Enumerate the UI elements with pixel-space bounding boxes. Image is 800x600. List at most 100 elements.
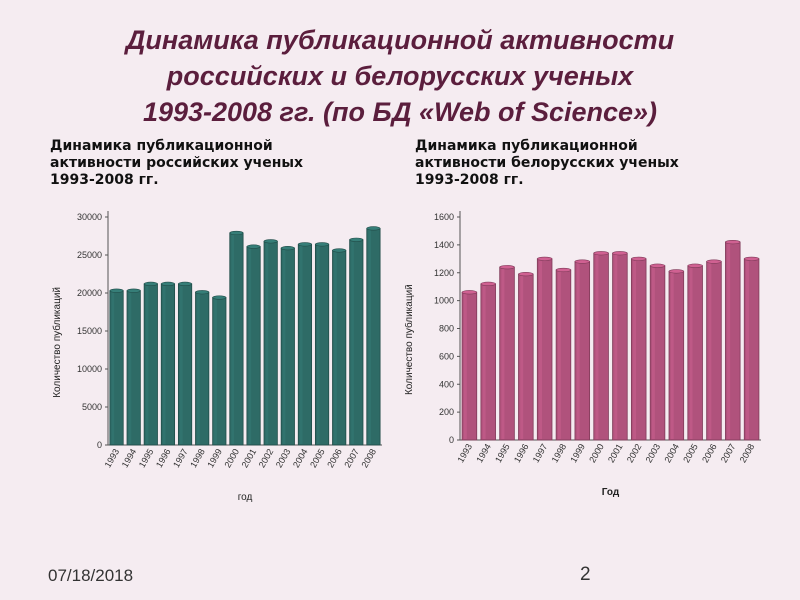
russia-bar-highlight — [334, 251, 337, 444]
russia-bar-highlight — [299, 245, 303, 444]
russia-bar-1997 — [177, 281, 193, 446]
belarus-y-tick-label: 800 — [439, 324, 454, 334]
belarus-x-tick-label: 1999 — [568, 442, 587, 464]
russia-bar-2000 — [229, 230, 244, 446]
belarus-bar-highlight — [633, 259, 637, 439]
belarus-y-axis-title: Количество публикаций — [405, 284, 415, 395]
slide-title: Динамика публикационной активности росси… — [0, 22, 800, 130]
russia-chart-caption: Динамика публикационной активности росси… — [50, 138, 380, 189]
russia-bar-highlight — [214, 298, 217, 444]
belarus-x-tick-label: 2005 — [681, 442, 700, 464]
belarus-bar-highlight — [576, 262, 580, 439]
belarus-bar-cap — [555, 267, 572, 273]
russia-bar-cap — [126, 288, 141, 293]
russia-x-tick-label: 1998 — [188, 447, 207, 469]
russia-x-tick-label: 2008 — [359, 447, 378, 469]
belarus-bar-1998 — [555, 267, 572, 441]
belarus-caption-line-3: 1993-2008 гг. — [415, 172, 524, 188]
belarus-x-tick-label: 1995 — [493, 442, 512, 464]
russia-bar-2005 — [314, 242, 330, 446]
belarus-x-tick-label: 1996 — [512, 442, 531, 464]
russia-y-tick-label: 30000 — [77, 212, 102, 222]
belarus-bar-highlight — [746, 259, 749, 439]
russia-y-tick-label: 15000 — [77, 326, 102, 336]
russia-x-tick-label: 1996 — [154, 447, 173, 469]
belarus-y-tick-label: 0 — [449, 435, 454, 445]
belarus-bar-2000 — [593, 251, 609, 441]
belarus-x-tick-label: 1993 — [455, 442, 474, 464]
belarus-bar-cap — [480, 281, 496, 286]
russia-x-tick-label: 1993 — [103, 447, 122, 469]
russia-x-axis-title: год — [238, 492, 253, 503]
belarus-x-tick-label: 1997 — [531, 442, 550, 464]
russia-x-tick-label: 2001 — [240, 447, 259, 469]
belarus-bar-highlight — [670, 272, 674, 439]
belarus-x-tick-label: 2008 — [738, 442, 757, 464]
russia-bar-highlight — [231, 233, 235, 444]
russia-x-tick-label: 1997 — [171, 447, 190, 469]
belarus-y-tick-label: 1200 — [434, 268, 454, 278]
slide-title-line-3: 1993-2008 гг. (по БД «Web of Science») — [142, 97, 658, 127]
russia-y-axis-title: Количество публикаций — [51, 287, 63, 398]
belarus-bar-cap — [668, 269, 684, 274]
belarus-bar-highlight — [614, 254, 618, 439]
belarus-bar-highlight — [689, 266, 693, 439]
belarus-bar-1993 — [461, 290, 478, 441]
russia-bar-2006 — [332, 248, 347, 446]
russia-y-tick-label: 0 — [97, 440, 102, 450]
russia-x-tick-label: 1995 — [137, 447, 156, 469]
belarus-bar-cap — [518, 272, 534, 277]
russia-bar-cap — [212, 295, 227, 300]
russia-bar-highlight — [162, 284, 166, 444]
belarus-bar-highlight — [708, 262, 712, 439]
belarus-bar-cap — [631, 256, 647, 261]
russia-caption-line-1: Динамика публикационной — [50, 138, 273, 154]
russia-y-tick-label: 25000 — [77, 250, 102, 260]
belarus-bar-highlight — [651, 266, 655, 439]
russia-bar-highlight — [265, 242, 269, 444]
belarus-bar-cap — [687, 263, 703, 268]
russia-bar-1996 — [160, 281, 176, 446]
russia-bar-cap — [143, 281, 158, 286]
belarus-x-tick-label: 2001 — [606, 442, 625, 464]
russia-bar-cap — [297, 242, 312, 247]
russia-bar-cap — [280, 246, 295, 251]
belarus-x-tick-label: 2007 — [719, 442, 738, 464]
belarus-bar-1999 — [574, 259, 591, 441]
russia-bar-cap — [315, 242, 330, 247]
russia-x-tick-label: 2000 — [222, 447, 241, 469]
russia-y-tick-label: 20000 — [77, 288, 102, 298]
russia-x-tick-label: 2006 — [325, 447, 344, 469]
russia-bar-cap — [332, 248, 347, 253]
russia-bar-highlight — [197, 293, 200, 444]
russia-bar-highlight — [368, 229, 372, 444]
belarus-bar-cap — [461, 290, 478, 295]
belarus-bar-1997 — [536, 256, 553, 441]
belarus-x-tick-label: 2003 — [644, 442, 663, 464]
belarus-bar-2007 — [725, 239, 741, 441]
belarus-bar-2008 — [743, 256, 760, 441]
russia-bar-highlight — [282, 249, 286, 444]
belarus-bar-1995 — [499, 265, 515, 441]
russia-bar-cap — [349, 237, 364, 242]
russia-bar-highlight — [179, 284, 183, 444]
belarus-y-tick-label: 600 — [439, 351, 454, 361]
belarus-bar-highlight — [539, 259, 543, 439]
belarus-y-tick-label: 200 — [439, 407, 454, 417]
russia-bar-1995 — [143, 281, 158, 446]
belarus-caption-line-2: активности белорусских ученых — [415, 155, 679, 171]
belarus-bar-highlight — [463, 293, 467, 439]
russia-x-tick-label: 1994 — [120, 447, 139, 469]
belarus-bar-cap — [725, 239, 741, 245]
belarus-bar-cap — [612, 251, 628, 256]
belarus-x-tick-label: 1998 — [550, 442, 569, 464]
russia-bar-1994 — [126, 288, 141, 446]
belarus-bar-cap — [743, 256, 760, 261]
russia-bar-highlight — [351, 240, 354, 444]
russia-bar-2002 — [263, 239, 278, 446]
belarus-bar-highlight — [595, 254, 599, 439]
russia-bar-2007 — [349, 237, 364, 446]
belarus-bar-highlight — [727, 243, 731, 439]
russia-bar-highlight — [111, 291, 115, 444]
belarus-bar-2005 — [687, 263, 703, 441]
